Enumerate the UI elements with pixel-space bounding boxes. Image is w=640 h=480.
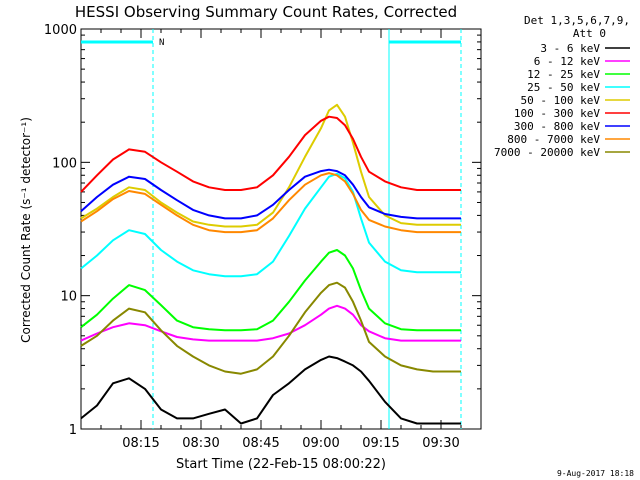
- legend-label: 3 - 6 keV: [540, 42, 600, 55]
- footer-date: 9-Aug-2017 18:18: [557, 469, 634, 478]
- series-line-5: [80, 103, 461, 228]
- chart-title: HESSI Observing Summary Count Rates, Cor…: [75, 3, 457, 21]
- series-line-9: [80, 281, 461, 375]
- series-line-4: [80, 172, 461, 278]
- x-tick-label: 08:30: [182, 436, 219, 451]
- x-tick-label: 08:15: [122, 436, 159, 451]
- legend-header-line1: Det 1,3,5,6,7,9,: [524, 14, 630, 27]
- series-line-2: [80, 304, 461, 342]
- legend-label: 7000 - 20000 keV: [494, 146, 600, 159]
- x-tick-label: 09:30: [422, 436, 459, 451]
- legend-label: 25 - 50 keV: [527, 81, 600, 94]
- x-tick-label: 08:45: [242, 436, 279, 451]
- y-tick-label: 100: [52, 156, 77, 171]
- series-line-3: [80, 249, 461, 332]
- x-tick-label: 09:15: [362, 436, 399, 451]
- y-tick-label: 1000: [44, 23, 77, 38]
- y-tick-label: 10: [60, 290, 77, 305]
- legend-label: 800 - 7000 keV: [507, 133, 600, 146]
- series-line-7: [80, 168, 461, 220]
- flag-label: N: [159, 38, 164, 48]
- series-line-1: [80, 355, 461, 425]
- y-tick-label: 1: [69, 423, 77, 438]
- series-line-6: [80, 115, 461, 193]
- x-axis-label: Start Time (22-Feb-15 08:00:22): [176, 457, 386, 472]
- legend-label: 50 - 100 keV: [521, 94, 601, 107]
- series-line-8: [80, 172, 461, 234]
- legend-label: 300 - 800 keV: [514, 120, 600, 133]
- legend-label: 12 - 25 keV: [527, 68, 600, 81]
- legend-label: 6 - 12 keV: [534, 55, 601, 68]
- x-tick-label: 09:00: [302, 436, 339, 451]
- legend-label: 100 - 300 keV: [514, 107, 600, 120]
- legend-header-line2: Att 0: [573, 27, 606, 40]
- y-axis-label: Corrected Count Rate (s⁻¹ detector⁻¹): [19, 117, 33, 343]
